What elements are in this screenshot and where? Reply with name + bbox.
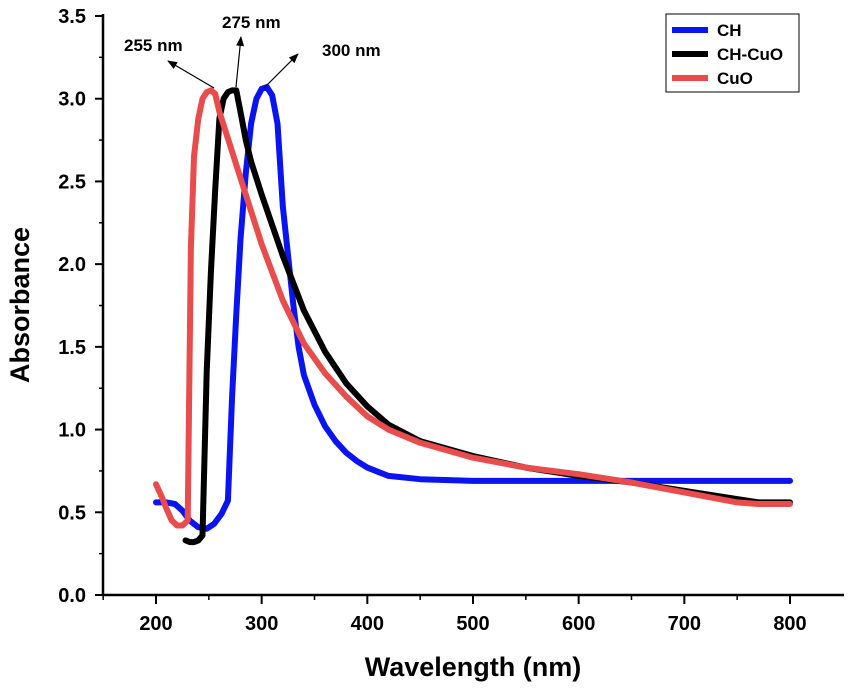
x-tick-label: 300: [245, 613, 278, 635]
y-tick-label: 0.5: [58, 502, 86, 524]
y-tick-label: 3.5: [58, 6, 86, 28]
x-axis-title: Wavelength (nm): [365, 652, 582, 682]
series-line-cuo: [153, 87, 793, 529]
arrow-255nm: [167, 60, 215, 89]
y-tick-label: 3.0: [58, 89, 86, 111]
annotation-255nm: 255 nm: [124, 36, 183, 55]
legend: CH CH-CuO CuO: [665, 13, 800, 93]
series-lines: [153, 84, 793, 546]
legend-label-ch-cuo: CH-CuO: [717, 45, 783, 64]
arrow-300nm: [263, 53, 299, 89]
x-tick-label: 400: [351, 613, 384, 635]
series-line-ch-cuo: [182, 87, 793, 546]
y-tick-label: 1.0: [58, 420, 86, 442]
peak-annotations: 255 nm 275 nm 300 nm: [124, 13, 381, 89]
x-tick-label: 500: [456, 613, 489, 635]
y-tick-label: 2.0: [58, 254, 86, 276]
x-tick-label: 600: [562, 613, 595, 635]
y-tick-label: 2.5: [58, 171, 86, 193]
y-axis-ticks: 0.0 0.5 1.0 1.5 2.0 2.5 3.0 3.5: [58, 6, 103, 607]
legend-label-cuo: CuO: [717, 69, 753, 88]
x-axis-ticks: 200 300 400 500 600 700 800: [102, 595, 807, 635]
y-tick-label: 1.5: [58, 337, 86, 359]
series-line-ch: [153, 84, 793, 532]
x-tick-label: 200: [139, 613, 172, 635]
annotation-275nm: 275 nm: [222, 13, 281, 32]
x-tick-label: 800: [773, 613, 806, 635]
arrow-275nm: [235, 36, 245, 88]
annotation-300nm: 300 nm: [322, 41, 381, 60]
y-axis-title: Absorbance: [5, 227, 35, 383]
legend-label-ch: CH: [717, 21, 742, 40]
x-tick-label: 700: [668, 613, 701, 635]
y-tick-label: 0.0: [58, 585, 86, 607]
